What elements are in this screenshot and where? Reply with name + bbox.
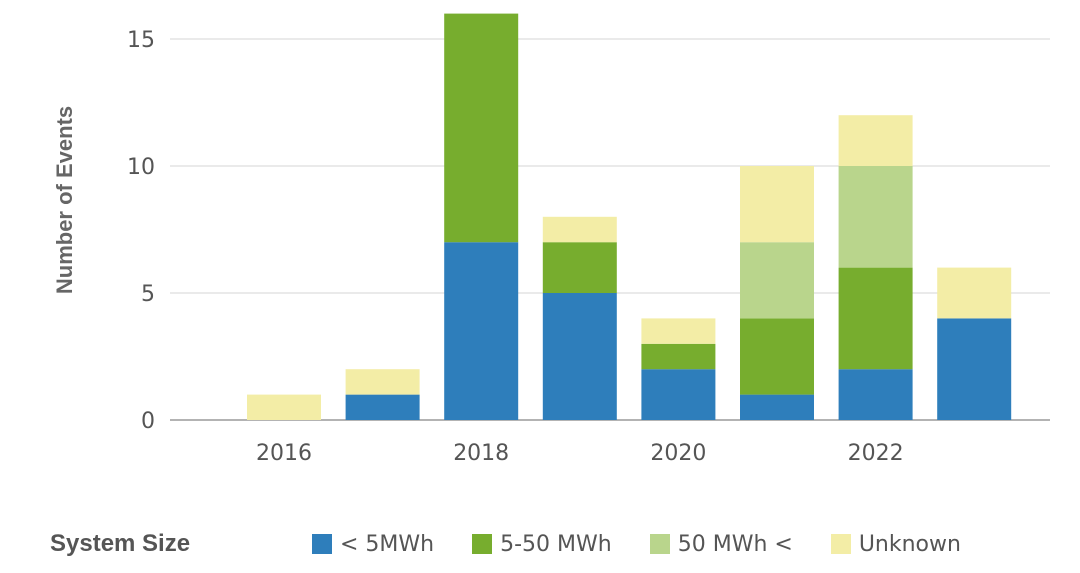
bar-2019-series-3	[542, 216, 617, 243]
legend-item: < 5MWh	[312, 532, 434, 557]
bar-2022-series-3	[838, 115, 913, 166]
bar-2023-series-0	[937, 318, 1012, 420]
legend-item: 50 MWh <	[649, 531, 793, 557]
bar-2017-series-3	[345, 369, 420, 395]
legend: System Size < 5MWh 5-50 MWh 50 MWh < Unknow…	[50, 528, 999, 560]
bar-2021-series-0	[740, 394, 814, 420]
bar-2023-series-3	[937, 267, 1012, 319]
x-axis-ticks: 2016 2018 2020 2022	[256, 441, 904, 466]
legend-label: 5-50 MWh	[500, 531, 612, 557]
y-axis-label: Number of Events	[52, 106, 77, 294]
bar-2017-series-0	[345, 394, 420, 420]
legend-item: 5-50 MWh	[472, 532, 612, 557]
bar-2019-series-1	[542, 242, 617, 293]
bar-2020-series-3	[641, 318, 716, 344]
y-tick-label: 10	[127, 155, 155, 180]
bar-2016-series-3	[247, 394, 321, 420]
legend-label: < 5MWh	[340, 531, 435, 557]
bar-2021-series-3	[740, 166, 814, 243]
legend-swatch	[830, 534, 851, 554]
bar-2022-series-2	[838, 166, 913, 268]
bar-2022-series-0	[838, 369, 913, 420]
bar-2022-series-1	[838, 267, 913, 370]
legend-label: Unknown	[858, 531, 961, 557]
x-tick-label: 2016	[256, 441, 312, 466]
y-tick-label: 15	[127, 28, 155, 53]
x-tick-label: 2022	[848, 441, 904, 466]
legend-items: < 5MWh 5-50 MWh 50 MWh < Unknown	[312, 532, 999, 557]
bar-2018-series-0	[444, 242, 519, 420]
bar-2020-series-0	[641, 369, 716, 420]
bar-2018-series-1	[444, 13, 519, 243]
y-axis-ticks: 0 5 10 15	[127, 28, 155, 434]
y-tick-label: 5	[141, 282, 155, 307]
x-tick-label: 2020	[650, 441, 706, 466]
legend-swatch	[312, 534, 332, 554]
x-tick-label: 2018	[453, 441, 509, 466]
bar-2020-series-1	[641, 343, 716, 370]
y-tick-label: 0	[141, 409, 155, 434]
legend-label: 50 MWh <	[677, 531, 793, 557]
stacked-bar-chart: 0 5 10 15 2016 2018 2020 2022 Number of Events	[52, 13, 1050, 466]
bars	[247, 13, 1012, 420]
legend-swatch	[472, 534, 493, 554]
bar-2021-series-1	[740, 318, 814, 395]
legend-title: System Size	[50, 530, 191, 557]
legend-swatch	[649, 534, 670, 554]
legend-item: Unknown	[830, 531, 961, 557]
bar-2021-series-2	[740, 242, 814, 319]
bar-2019-series-0	[542, 293, 617, 420]
